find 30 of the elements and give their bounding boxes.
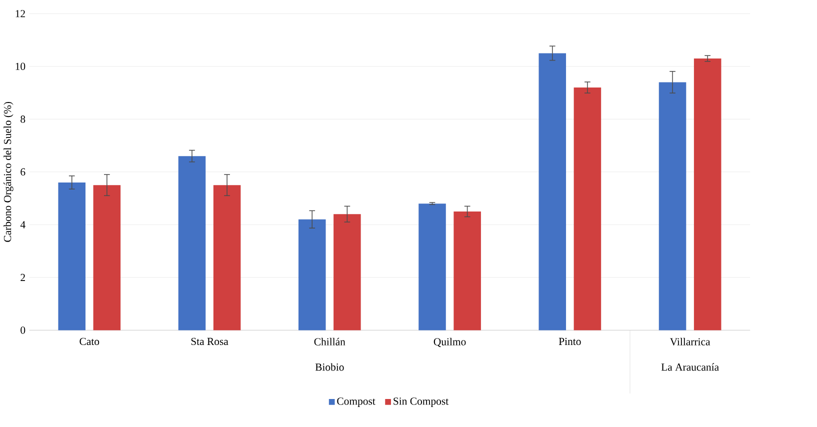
x-tick-label: Cato — [80, 338, 100, 346]
text: Biobio — [315, 363, 344, 371]
x-tick-label: Villarrica — [670, 338, 710, 346]
y-tick-label: 0 — [20, 326, 26, 334]
bar — [538, 53, 566, 330]
bar — [574, 88, 602, 330]
y-tick-label: 8 — [20, 116, 26, 123]
y-tick-label: 6 — [20, 168, 26, 176]
x-tick-label: Sta Rosa — [191, 338, 228, 346]
bar — [694, 58, 722, 330]
bar — [298, 220, 326, 330]
y-axis-title: Carbono Orgánico del Suelo (%) — [4, 102, 14, 242]
y-tick-label: 2 — [20, 274, 25, 282]
bar — [178, 156, 206, 330]
x-tick-label: Chillán — [314, 338, 346, 346]
text: La Araucanía — [661, 363, 719, 371]
bar — [658, 82, 686, 330]
legend-label: Compost — [337, 398, 376, 408]
legend-label: Sin Compost — [394, 398, 449, 408]
x-tick-label: Quilmo — [434, 338, 466, 348]
x-tick-label: Pinto — [558, 338, 581, 346]
bar — [58, 182, 86, 330]
y-tick-label: 10 — [16, 62, 26, 70]
bar — [93, 185, 121, 330]
bar — [334, 214, 361, 330]
bar — [454, 212, 481, 330]
y-tick-label: 12 — [16, 10, 25, 18]
bar — [418, 204, 446, 330]
bar — [213, 185, 241, 330]
y-tick-label: 4 — [20, 221, 26, 228]
